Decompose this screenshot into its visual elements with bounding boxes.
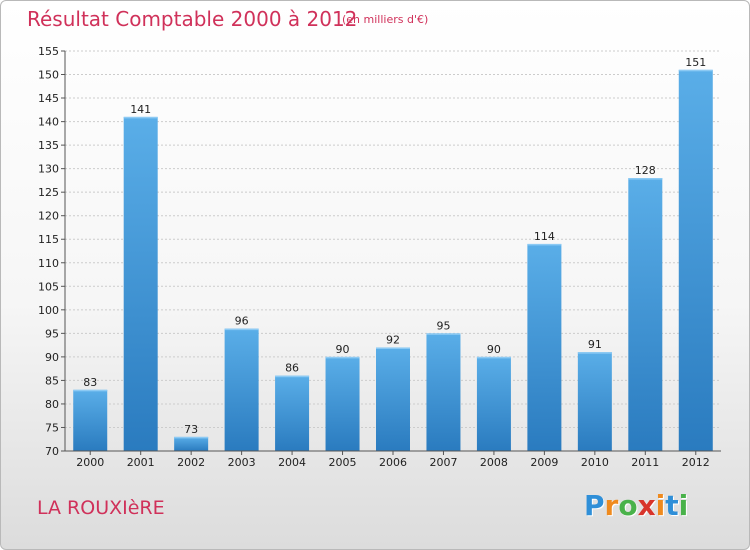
bar-value-label: 96 bbox=[235, 315, 249, 328]
y-tick-label: 125 bbox=[38, 186, 59, 199]
y-tick-label: 155 bbox=[38, 45, 59, 58]
y-tick-label: 115 bbox=[38, 233, 59, 246]
logo-letter: t bbox=[665, 489, 679, 522]
y-tick-label: 95 bbox=[45, 327, 59, 340]
bar-highlight bbox=[426, 333, 461, 335]
chart-title: Résultat Comptable 2000 à 2012 bbox=[27, 7, 358, 31]
bar bbox=[123, 116, 158, 451]
y-tick-label: 75 bbox=[45, 421, 59, 434]
y-tick-label: 140 bbox=[38, 116, 59, 129]
x-tick-label: 2007 bbox=[429, 456, 457, 469]
bar bbox=[325, 356, 360, 451]
bar-value-label: 114 bbox=[534, 230, 555, 243]
bar-highlight bbox=[678, 69, 713, 72]
bar bbox=[476, 356, 511, 451]
y-tick-label: 100 bbox=[38, 304, 59, 317]
bar bbox=[527, 243, 562, 451]
y-tick-label: 70 bbox=[45, 445, 59, 458]
bar-highlight bbox=[376, 347, 410, 349]
y-tick-label: 145 bbox=[38, 92, 59, 105]
logo-letter: r bbox=[604, 489, 619, 522]
bar-highlight bbox=[527, 243, 562, 246]
bar bbox=[275, 375, 310, 451]
y-tick-label: 80 bbox=[45, 398, 59, 411]
y-tick-label: 85 bbox=[45, 374, 59, 387]
y-tick-label: 110 bbox=[38, 257, 59, 270]
x-tick-label: 2006 bbox=[379, 456, 407, 469]
y-tick-label: 105 bbox=[38, 280, 59, 293]
bar-highlight bbox=[73, 389, 108, 392]
logo-letter: x bbox=[637, 489, 656, 522]
bar bbox=[174, 436, 209, 451]
y-tick-label: 135 bbox=[38, 139, 59, 152]
x-tick-label: 2000 bbox=[76, 456, 104, 469]
x-tick-label: 2012 bbox=[682, 456, 710, 469]
x-tick-label: 2002 bbox=[177, 456, 205, 469]
logo-letter: i bbox=[655, 489, 666, 522]
x-tick-label: 2001 bbox=[127, 456, 155, 469]
bar-value-label: 83 bbox=[83, 376, 97, 389]
bar-value-label: 90 bbox=[336, 343, 350, 356]
bar-highlight bbox=[577, 352, 612, 354]
bar bbox=[224, 328, 259, 451]
bar-highlight bbox=[628, 178, 663, 180]
bar-value-label: 73 bbox=[184, 423, 198, 436]
logo-letter: P bbox=[584, 489, 605, 522]
bar bbox=[376, 347, 410, 451]
x-tick-label: 2004 bbox=[278, 456, 306, 469]
bar-value-label: 86 bbox=[285, 362, 299, 375]
x-tick-label: 2011 bbox=[631, 456, 659, 469]
x-tick-label: 2008 bbox=[480, 456, 508, 469]
bar-value-label: 92 bbox=[386, 333, 400, 346]
bar bbox=[73, 389, 108, 451]
bar bbox=[426, 333, 461, 451]
proxiti-logo: Proxiti bbox=[584, 489, 688, 522]
bar-highlight bbox=[325, 356, 360, 359]
bar-highlight bbox=[123, 116, 158, 119]
bar-value-label: 128 bbox=[635, 164, 656, 177]
bar-value-label: 90 bbox=[487, 343, 501, 356]
bar-value-label: 95 bbox=[436, 319, 450, 332]
logo-letter: i bbox=[678, 489, 689, 522]
bar-value-label: 91 bbox=[588, 338, 602, 351]
bar-highlight bbox=[476, 356, 511, 359]
bar-highlight bbox=[275, 375, 310, 378]
bar bbox=[628, 178, 663, 451]
logo-letter: o bbox=[618, 489, 638, 522]
y-tick-label: 150 bbox=[38, 69, 59, 82]
x-tick-label: 2009 bbox=[530, 456, 558, 469]
bar-highlight bbox=[174, 436, 209, 439]
y-tick-label: 90 bbox=[45, 351, 59, 364]
bar bbox=[678, 69, 713, 451]
bar-value-label: 151 bbox=[685, 56, 706, 69]
bar-highlight bbox=[224, 328, 259, 331]
bar bbox=[577, 352, 612, 451]
chart-subtitle: (en milliers d'€) bbox=[342, 13, 429, 26]
bar-value-label: 141 bbox=[130, 103, 151, 116]
x-tick-label: 2005 bbox=[329, 456, 357, 469]
x-tick-label: 2003 bbox=[228, 456, 256, 469]
y-tick-label: 120 bbox=[38, 210, 59, 223]
place-name: LA ROUXIèRE bbox=[37, 497, 165, 519]
y-tick-label: 130 bbox=[38, 163, 59, 176]
x-tick-label: 2010 bbox=[581, 456, 609, 469]
